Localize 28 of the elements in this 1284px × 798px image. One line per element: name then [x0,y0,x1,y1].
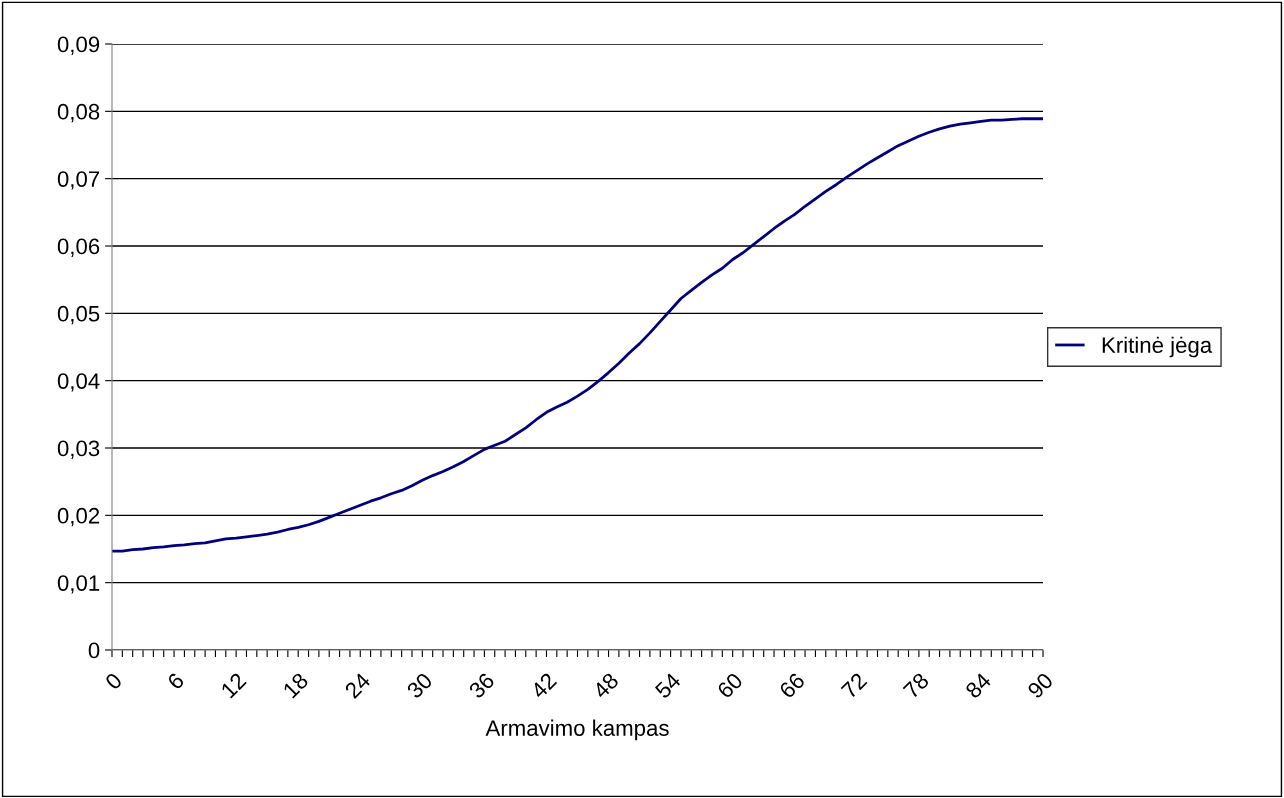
x-axis-title: Armavimo kampas [485,719,669,741]
x-tick-label: 18 [282,671,310,699]
y-tick-label: 0 [88,642,100,659]
y-tick-label: 0,04 [57,373,100,392]
x-tick-label: 90 [1026,671,1054,700]
y-tick-label: 0,01 [57,575,100,594]
x-tick-label: 30 [405,671,434,700]
x-tick-label: 24 [344,671,372,699]
x-tick-label: 84 [964,671,993,700]
legend-label: Kritinė jėga [1102,336,1213,358]
x-tick-label: 42 [529,672,558,700]
y-tick-label: 0,08 [57,103,100,123]
y-tick-label: 0,06 [57,238,100,257]
y-tick-label: 0,07 [57,171,100,190]
x-tick-label: 66 [778,671,806,700]
x-tick-label: 60 [716,671,744,700]
y-tick-label: 0,09 [57,36,100,55]
y-tick-label: 0,02 [57,507,100,527]
x-tick-label: 54 [654,671,682,700]
y-tick-label: 0,03 [57,440,100,459]
x-tick-label: 6 [166,671,185,691]
x-tick-label: 0 [104,671,123,691]
x-tick-label: 36 [467,671,496,700]
x-tick-label: 72 [840,672,868,699]
x-tick-label: 48 [591,671,620,700]
y-tick-label: 0,05 [57,305,100,325]
x-tick-label: 78 [902,671,930,700]
x-tick-label: 12 [220,672,247,699]
